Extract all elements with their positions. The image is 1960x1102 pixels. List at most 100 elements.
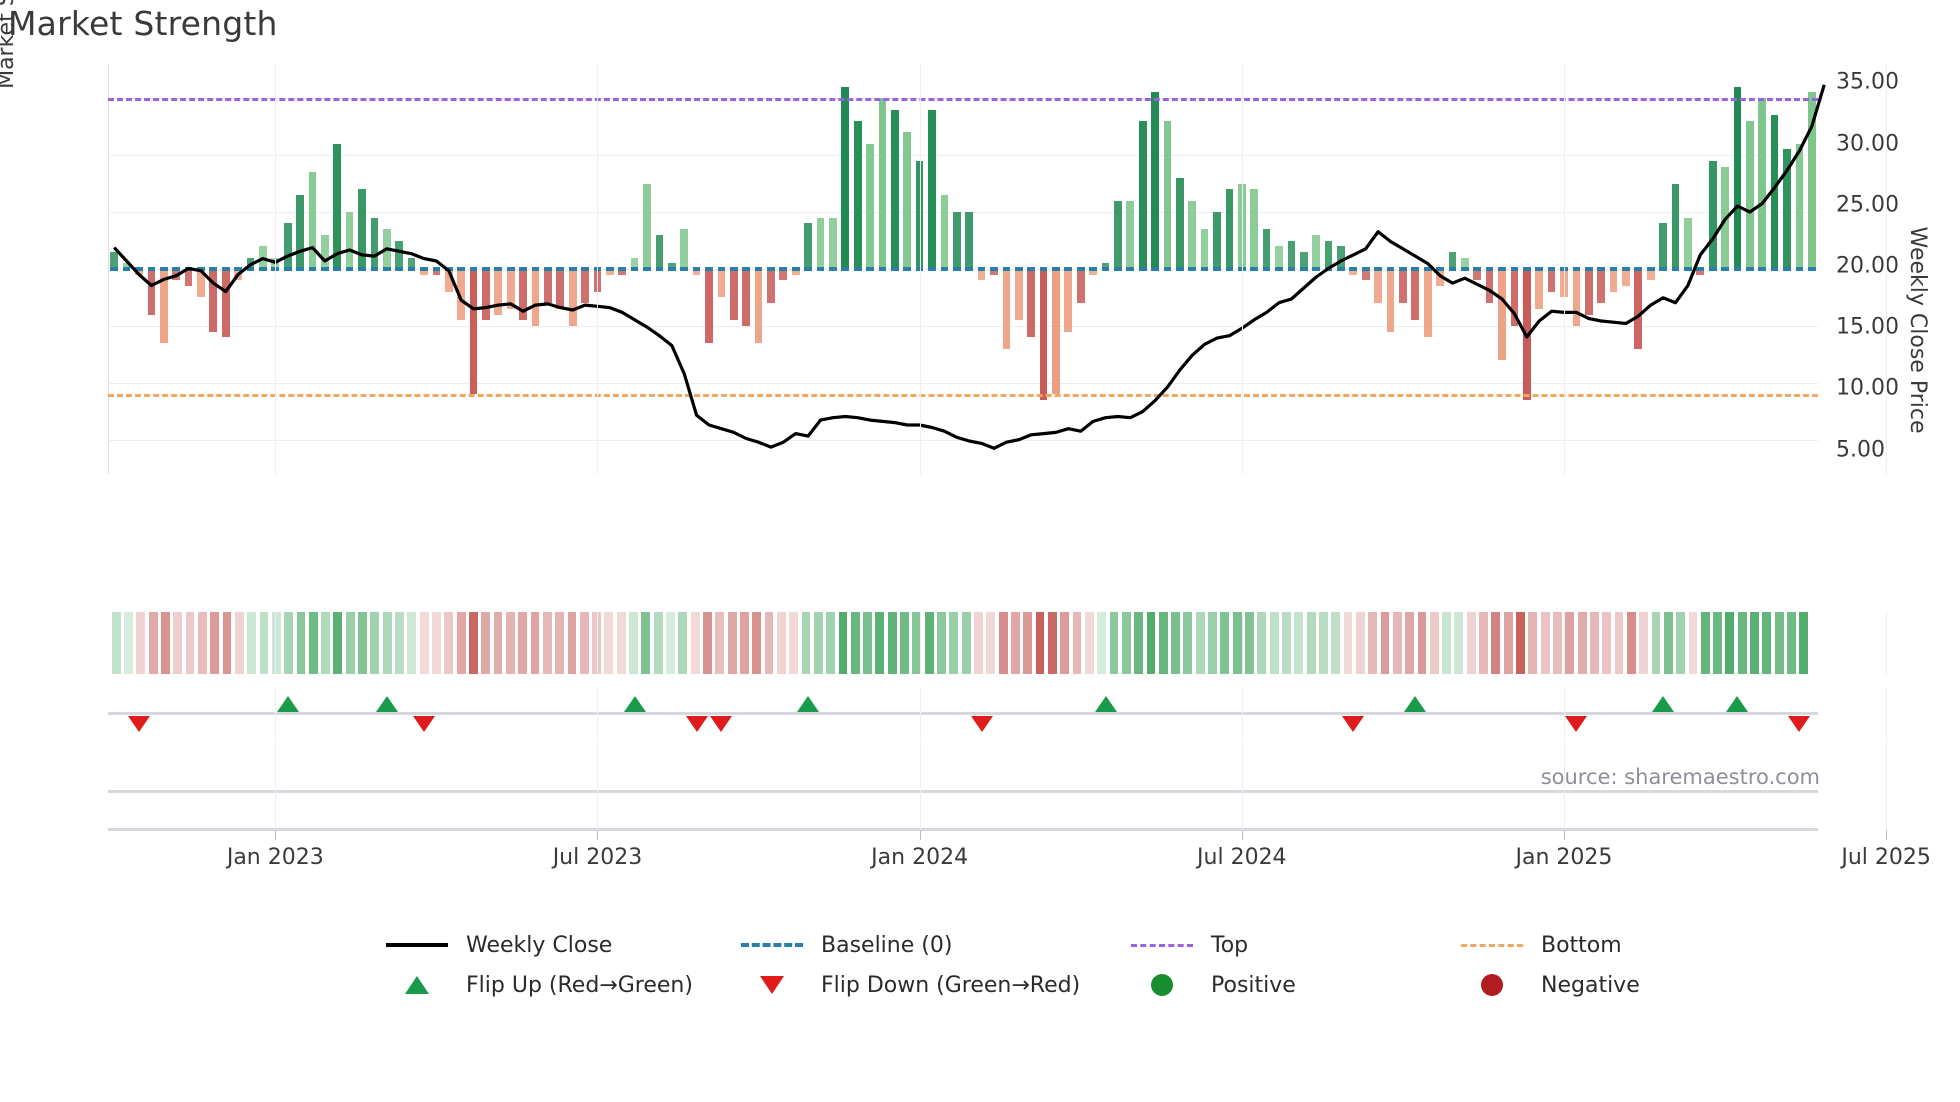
divider-rule-1 bbox=[108, 790, 1818, 793]
heatmap-cell-positive bbox=[1208, 612, 1217, 674]
legend-item[interactable]: Baseline (0) bbox=[735, 925, 952, 965]
legend-item[interactable]: Top bbox=[1125, 925, 1248, 965]
bar-positive bbox=[965, 212, 974, 269]
bar-negative bbox=[742, 269, 750, 326]
vertical-gridline bbox=[919, 688, 921, 738]
bar-negative bbox=[593, 269, 602, 292]
heatmap-cell-negative bbox=[1503, 612, 1513, 674]
baseline-segment bbox=[1646, 267, 1655, 271]
baseline-segment bbox=[506, 267, 515, 271]
heatmap-cell-positive bbox=[1232, 612, 1242, 674]
gridline bbox=[108, 155, 1818, 157]
legend-item[interactable]: Negative bbox=[1455, 965, 1640, 1005]
flip-down-marker bbox=[1788, 716, 1811, 732]
baseline-segment bbox=[556, 267, 565, 271]
bar-positive bbox=[1659, 223, 1667, 269]
x-axis-tick bbox=[597, 830, 599, 840]
baseline-segment bbox=[1213, 267, 1221, 271]
bar-positive bbox=[655, 234, 664, 269]
bar-positive bbox=[816, 217, 825, 269]
legend-item[interactable]: Flip Down (Green→Red) bbox=[735, 965, 1080, 1005]
legend-label: Flip Up (Red→Green) bbox=[466, 972, 693, 998]
x-axis-tick bbox=[275, 830, 277, 840]
bar-negative bbox=[519, 269, 527, 321]
baseline-segment bbox=[1027, 267, 1035, 271]
baseline-segment bbox=[321, 267, 329, 271]
heatmap-cell-negative bbox=[789, 612, 799, 674]
heatmap-cell-positive bbox=[1725, 612, 1735, 674]
heatmap-cell-negative bbox=[542, 612, 552, 674]
bar-negative bbox=[1510, 269, 1519, 326]
heatmap-cell-negative bbox=[592, 612, 602, 674]
bar-positive bbox=[891, 109, 899, 269]
bar-positive bbox=[1287, 240, 1296, 269]
heatmap-cell-positive bbox=[1700, 612, 1710, 674]
vertical-gridline bbox=[1241, 612, 1243, 674]
heatmap-cell-positive bbox=[1109, 612, 1119, 674]
baseline-segment bbox=[395, 267, 404, 271]
bar-negative bbox=[1052, 269, 1060, 395]
vertical-gridline bbox=[1886, 740, 1888, 836]
heatmap-cell-negative bbox=[493, 612, 503, 674]
heatmap-cell-positive bbox=[653, 612, 663, 674]
baseline-segment bbox=[457, 267, 465, 271]
legend-item[interactable]: Bottom bbox=[1455, 925, 1622, 965]
legend-item[interactable]: Weekly Close bbox=[380, 925, 612, 965]
page-title: Market Strength bbox=[8, 4, 278, 43]
heatmap-cell-positive bbox=[1787, 612, 1796, 674]
legend-item[interactable]: Positive bbox=[1125, 965, 1296, 1005]
bar-negative bbox=[1597, 269, 1605, 304]
heatmap-cell-positive bbox=[887, 612, 897, 674]
bar-negative bbox=[767, 269, 775, 304]
vertical-gridline bbox=[275, 688, 277, 738]
y-axis-right-tick: 35.00 bbox=[1836, 69, 1899, 95]
baseline-segment bbox=[1708, 267, 1717, 271]
baseline-segment bbox=[1535, 267, 1544, 271]
heatmap-cell-positive bbox=[961, 612, 971, 674]
baseline-segment bbox=[866, 267, 874, 271]
heatmap-cell-negative bbox=[481, 612, 491, 674]
vertical-gridline bbox=[919, 740, 921, 836]
heatmap-cell-negative bbox=[776, 612, 786, 674]
heatmap-cell-negative bbox=[1355, 612, 1365, 674]
bar-positive bbox=[358, 189, 366, 269]
heatmap-cell-negative bbox=[1084, 612, 1094, 674]
baseline-segment bbox=[432, 267, 441, 271]
heatmap-cell-negative bbox=[1614, 612, 1624, 674]
x-axis-tick-label: Jul 2024 bbox=[1197, 845, 1287, 870]
legend-row-2: Flip Up (Red→Green) Flip Down (Green→Red)… bbox=[0, 965, 1960, 1005]
baseline-segment bbox=[568, 267, 577, 271]
bar-positive bbox=[667, 263, 676, 269]
baseline-segment bbox=[407, 267, 416, 271]
bar-positive bbox=[1250, 189, 1259, 269]
vertical-gridline bbox=[1563, 612, 1565, 674]
baseline-segment bbox=[1721, 267, 1729, 271]
bar-positive bbox=[1262, 229, 1271, 269]
bar-negative bbox=[556, 269, 565, 309]
vertical-gridline bbox=[1886, 64, 1888, 474]
heatmap-cell-positive bbox=[1269, 612, 1279, 674]
baseline-segment bbox=[1176, 267, 1184, 271]
heatmap-cell-positive bbox=[259, 612, 269, 674]
vertical-gridline bbox=[275, 64, 277, 474]
bar-positive bbox=[1188, 200, 1197, 269]
heatmap-cell-negative bbox=[616, 612, 626, 674]
baseline-segment bbox=[1039, 267, 1048, 271]
heatmap-cell-positive bbox=[333, 612, 343, 674]
baseline-segment bbox=[1002, 267, 1011, 271]
heatmap-cell-positive bbox=[937, 612, 946, 674]
baseline-segment bbox=[234, 267, 242, 271]
heatmap-cell-negative bbox=[604, 612, 614, 674]
legend-label: Weekly Close bbox=[466, 932, 613, 958]
vertical-gridline bbox=[597, 740, 599, 836]
bar-positive bbox=[853, 120, 862, 269]
baseline-segment bbox=[940, 267, 949, 271]
bar-negative bbox=[494, 269, 503, 315]
heatmap-cell-positive bbox=[1257, 612, 1267, 674]
legend-item[interactable]: Flip Up (Red→Green) bbox=[380, 965, 693, 1005]
baseline-segment bbox=[1126, 267, 1135, 271]
baseline-segment bbox=[1386, 267, 1395, 271]
bar-positive bbox=[804, 223, 812, 269]
baseline-segment bbox=[1733, 267, 1742, 271]
baseline-segment bbox=[915, 267, 924, 271]
